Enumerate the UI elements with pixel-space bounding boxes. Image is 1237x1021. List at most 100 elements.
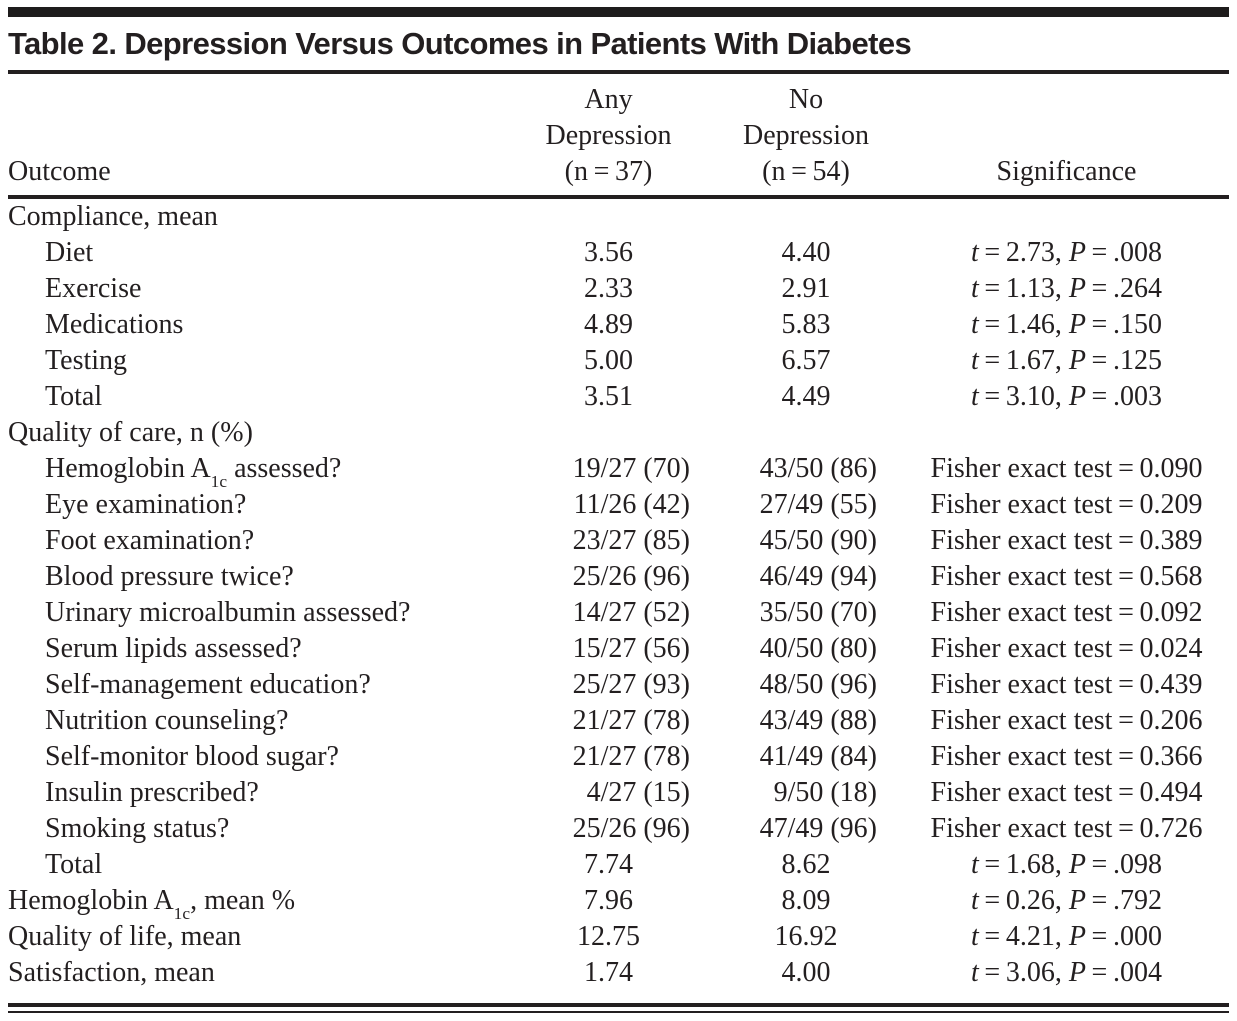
table-row: Quality of life, mean 12.75 16.92 t = 4.… [8,919,1229,955]
table-header: Outcome Any Depression (n = 37) No Depre… [8,74,1229,199]
outcome-cell: Quality of care, n (%) [8,417,253,448]
no-depression-cell: 48/50 (96) [759,669,877,700]
any-depression-cell: 21/27 (78) [572,705,690,736]
table-row: Insulin prescribed? 4/27 (15) 9/50 (18) … [8,775,1229,811]
no-depression-cell: 5.83 [781,309,831,340]
no-depression-cell: 47/49 (96) [759,813,877,844]
bottom-rule-thin [8,1011,1229,1013]
table-row: Testing 5.00 6.57 t = 1.67, P = .125 [8,343,1229,379]
significance-cell: Fisher exact test = 0.206 [930,705,1203,736]
outcome-cell: Urinary microalbumin assessed? [45,597,411,628]
no-depression-cell: 8.09 [781,885,831,916]
significance-cell: Fisher exact test = 0.726 [930,813,1203,844]
any-depression-cell: 7.96 [584,885,633,916]
significance-cell: t = 1.46, P = .150 [971,309,1162,340]
outcome-cell: Compliance, mean [8,201,218,232]
outcome-cell: Serum lipids assessed? [45,633,302,664]
outcome-cell: Hemoglobin A1c assessed? [45,453,342,492]
outcomes-table: Outcome Any Depression (n = 37) No Depre… [8,74,1229,991]
outcome-cell: Self-monitor blood sugar? [45,741,339,772]
any-depression-cell: 7.74 [584,849,633,880]
significance-cell: Fisher exact test = 0.439 [930,669,1203,700]
any-depression-cell: 3.56 [584,237,633,268]
table-row: Quality of care, n (%) [8,415,1229,451]
no-depression-cell [698,415,878,451]
any-depression-cell: 12.75 [577,921,640,952]
outcome-cell: Smoking status? [45,813,230,844]
table-row: Hemoglobin A1c, mean % 7.96 8.09 t = 0.2… [8,883,1229,924]
significance-cell: Fisher exact test = 0.389 [930,525,1203,556]
significance-cell: t = 1.67, P = .125 [971,345,1162,376]
table-row: Compliance, mean [8,197,1229,235]
any-depression-cell: 3.51 [584,381,633,412]
outcome-cell: Exercise [45,273,142,304]
outcome-cell: Total [45,381,103,412]
no-depression-cell: 40/50 (80) [759,633,877,664]
outcome-cell: Quality of life, mean [8,921,242,952]
significance-cell: t = 3.10, P = .003 [971,381,1162,412]
outcome-cell: Hemoglobin A1c, mean % [8,885,296,924]
no-depression-cell: 16.92 [774,921,838,952]
any-depression-cell: 4.89 [584,309,633,340]
table-body: Compliance, mean Diet 3.56 4.40 t = 2.73… [8,197,1229,991]
column-header-significance: Significance [878,74,1229,199]
table-row: Self-monitor blood sugar? 21/27 (78) 41/… [8,739,1229,775]
no-depression-cell [698,197,878,235]
no-depression-cell: 4.49 [781,381,831,412]
outcome-cell: Foot examination? [45,525,255,556]
any-depression-cell: 14/27 (52) [572,597,690,628]
no-depression-cell: 6.57 [781,345,831,376]
any-depression-cell [483,197,698,235]
significance-cell [878,197,1229,235]
no-depression-cell: 9/50 (18) [773,777,877,808]
no-depression-cell: 45/50 (90) [759,525,877,556]
any-depression-cell: 25/26 (96) [572,813,690,844]
outcome-cell: Total [45,849,103,880]
no-depression-cell: 46/49 (94) [759,561,877,592]
table-row: Eye examination? 11/26 (42) 27/49 (55) F… [8,487,1229,523]
table-row: Total 3.51 4.49 t = 3.10, P = .003 [8,379,1229,415]
table-title: Table 2. Depression Versus Outcomes in P… [8,26,912,61]
table-row: Total 7.74 8.62 t = 1.68, P = .098 [8,847,1229,883]
any-depression-cell: 5.00 [584,345,633,376]
no-depression-cell: 35/50 (70) [759,597,877,628]
any-depression-cell: 4/27 (15) [586,777,690,808]
title-rule [8,70,1229,74]
table-row: Self-management education? 25/27 (93) 48… [8,667,1229,703]
outcome-cell: Eye examination? [45,489,247,520]
no-depression-cell: 27/49 (55) [759,489,877,520]
significance-cell: Fisher exact test = 0.092 [930,597,1203,628]
no-depression-cell: 8.62 [781,849,831,880]
table-row: Blood pressure twice? 25/26 (96) 46/49 (… [8,559,1229,595]
no-depression-cell: 4.00 [781,957,831,988]
significance-cell: Fisher exact test = 0.209 [930,489,1203,520]
significance-cell: t = 1.13, P = .264 [971,273,1162,304]
any-depression-cell: 11/26 (42) [573,489,690,520]
table-row: Hemoglobin A1c assessed? 19/27 (70) 43/5… [8,451,1229,492]
any-depression-cell [483,415,698,451]
any-depression-cell: 2.33 [584,273,633,304]
outcome-cell: Testing [45,345,128,376]
significance-cell: t = 2.73, P = .008 [971,237,1162,268]
table-row: Smoking status? 25/26 (96) 47/49 (96) Fi… [8,811,1229,847]
table-row: Foot examination? 23/27 (85) 45/50 (90) … [8,523,1229,559]
outcome-cell: Self-management education? [45,669,371,700]
no-depression-cell: 41/49 (84) [759,741,877,772]
outcome-cell: Nutrition counseling? [45,705,289,736]
significance-cell: Fisher exact test = 0.024 [930,633,1203,664]
outcome-cell: Diet [45,237,94,268]
significance-cell: t = 3.06, P = .004 [971,957,1162,988]
outcome-cell: Satisfaction, mean [8,957,215,988]
any-depression-cell: 19/27 (70) [572,453,690,484]
outcome-cell: Insulin prescribed? [45,777,259,808]
significance-cell [878,415,1229,451]
table-row: Diet 3.56 4.40 t = 2.73, P = .008 [8,235,1229,271]
column-header-any-depression: Any Depression (n = 37) [483,74,698,199]
table-row: Urinary microalbumin assessed? 14/27 (52… [8,595,1229,631]
bottom-rule-thick [8,1003,1229,1007]
significance-cell: t = 4.21, P = .000 [971,921,1162,952]
outcome-cell: Medications [45,309,184,340]
table-row: Exercise 2.33 2.91 t = 1.13, P = .264 [8,271,1229,307]
significance-cell: Fisher exact test = 0.568 [930,561,1203,592]
